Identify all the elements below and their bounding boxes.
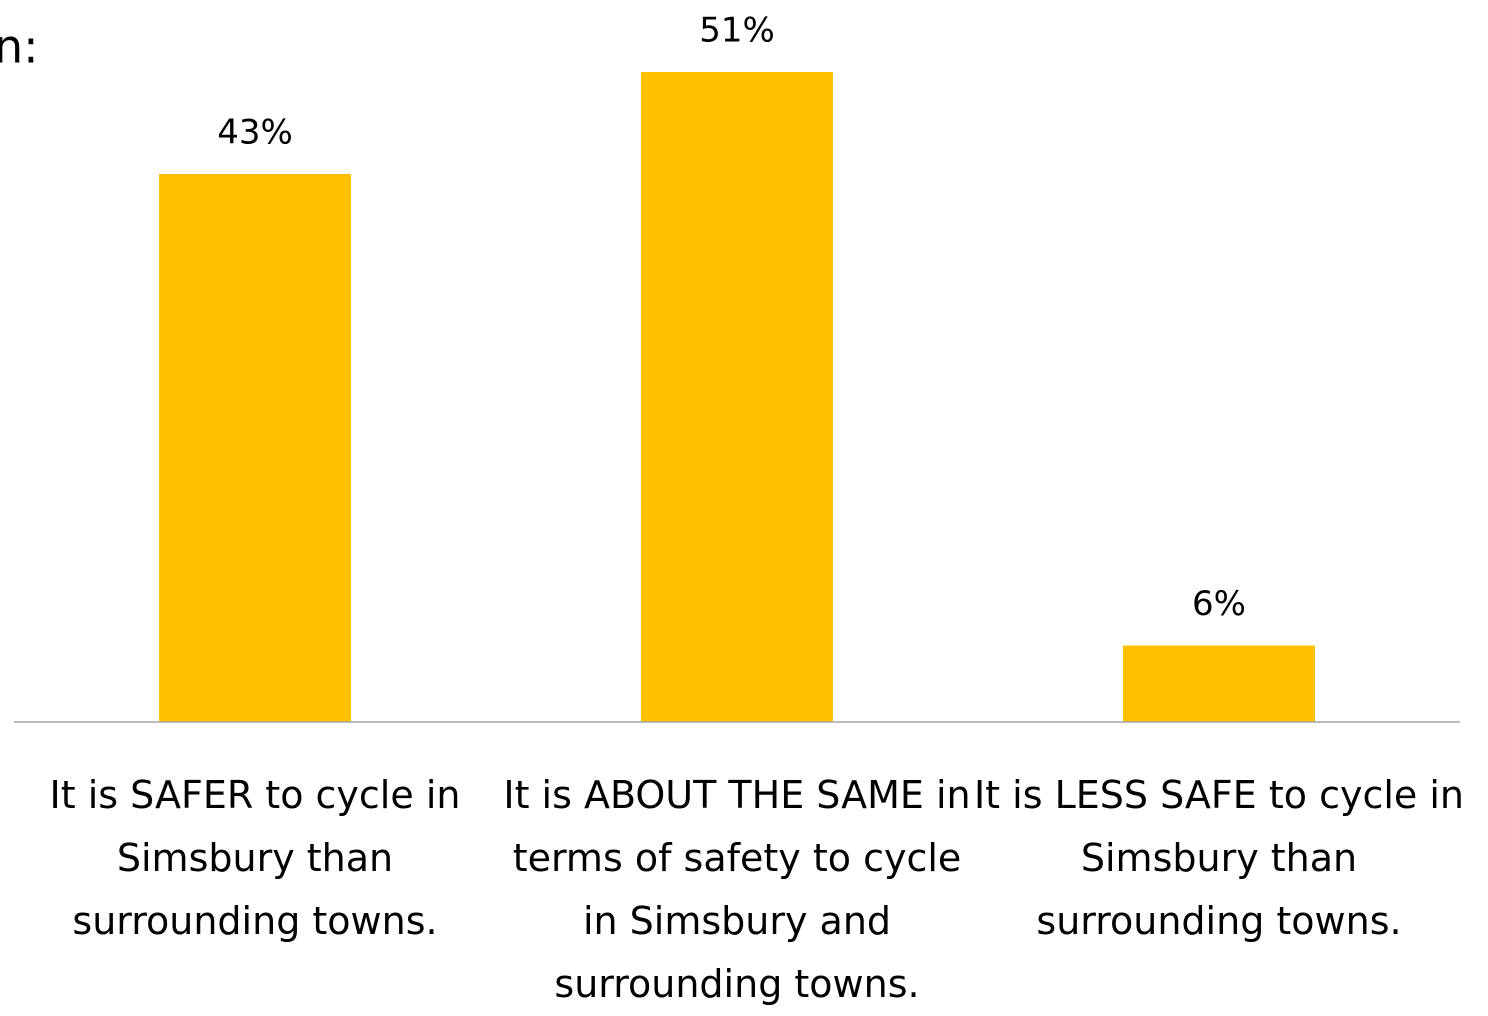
x-tick-label: It is ABOUT THE SAME in terms of safety t… (503, 773, 970, 1006)
bar (641, 72, 833, 722)
data-label: 43% (217, 112, 293, 152)
chart-title: n: (0, 20, 39, 74)
x-tick-label: It is LESS SAFE to cycle in Simsbury than… (974, 773, 1464, 943)
bar (1123, 645, 1315, 722)
bar (159, 173, 351, 722)
x-tick-label: It is SAFER to cycle in Simsbury than surr… (50, 773, 461, 943)
data-label: 51% (699, 11, 775, 51)
data-label: 6% (1192, 584, 1246, 624)
